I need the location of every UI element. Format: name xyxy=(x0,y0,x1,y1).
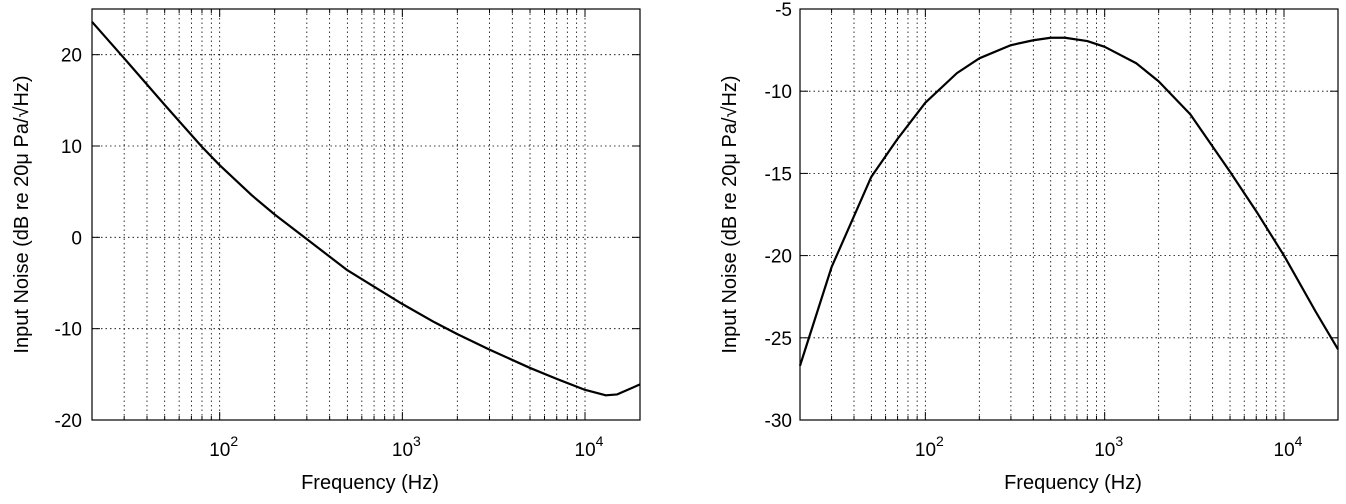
y-tick-label: -10 xyxy=(765,82,792,103)
x-tick-base: 10 xyxy=(209,440,230,461)
grid xyxy=(92,9,640,420)
x-axis-label: Frequency (Hz) xyxy=(1004,472,1142,494)
x-tick-label: 102 xyxy=(915,433,944,461)
x-tick-base: 10 xyxy=(1094,440,1115,461)
y-tick-label: -30 xyxy=(765,411,792,432)
series-line xyxy=(92,22,640,396)
x-tick-exponent: 2 xyxy=(936,433,944,449)
x-tick-base: 10 xyxy=(1274,440,1295,461)
x-tick-base: 10 xyxy=(392,440,413,461)
y-tick-label: -25 xyxy=(765,329,792,350)
x-tick-label: 102 xyxy=(209,433,238,461)
x-tick-exponent: 4 xyxy=(596,433,604,449)
x-axis-label: Frequency (Hz) xyxy=(301,472,439,494)
y-tick-label: -10 xyxy=(55,320,82,341)
y-axis-label: Input Noise (dB re 20μ Pa/√Hz) xyxy=(11,75,33,353)
x-tick-label: 104 xyxy=(575,433,604,461)
x-tick-exponent: 3 xyxy=(413,433,421,449)
y-tick-label: 20 xyxy=(61,46,82,67)
y-tick-label: -20 xyxy=(765,247,792,268)
x-tick-label: 103 xyxy=(392,433,421,461)
x-tick-label: 104 xyxy=(1274,433,1303,461)
axes-frame xyxy=(92,9,640,420)
x-tick-base: 10 xyxy=(575,440,596,461)
y-tick-label: 10 xyxy=(61,137,82,158)
x-tick-base: 10 xyxy=(915,440,936,461)
x-tick-exponent: 4 xyxy=(1295,433,1303,449)
x-tick-exponent: 2 xyxy=(230,433,238,449)
y-axis-label: Input Noise (dB re 20μ Pa/√Hz) xyxy=(719,75,741,353)
y-tick-label: 0 xyxy=(71,228,82,249)
y-tick-label: -5 xyxy=(775,0,792,21)
series-line xyxy=(800,38,1338,366)
x-tick-label: 103 xyxy=(1094,433,1123,461)
y-tick-label: -15 xyxy=(765,164,792,185)
y-tick-label: -20 xyxy=(55,411,82,432)
x-tick-exponent: 3 xyxy=(1115,433,1123,449)
